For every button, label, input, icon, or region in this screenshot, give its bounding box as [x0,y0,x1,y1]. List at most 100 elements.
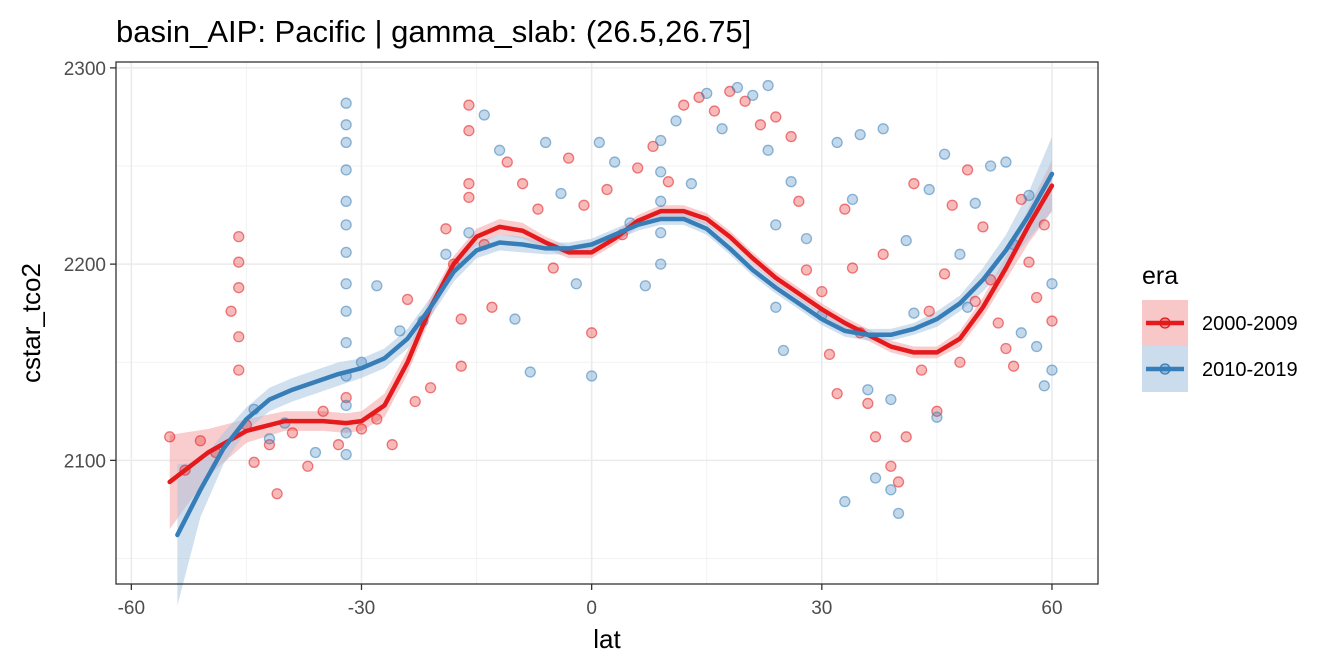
data-point-2010-2019 [1023,189,1035,202]
data-point-2000-2009 [463,99,475,111]
data-point-2000-2009 [632,162,644,174]
data-point-2000-2009 [263,439,276,451]
legend-title: era [1142,262,1178,290]
legend-label: 2010-2019 [1202,359,1298,381]
data-point-2000-2009 [923,305,935,317]
data-point-2010-2019 [908,307,920,319]
data-point-2000-2009 [355,423,368,435]
data-point-2010-2019 [1015,327,1027,339]
data-point-2010-2019 [340,246,352,259]
data-point-2010-2019 [463,227,475,239]
data-point-2010-2019 [1038,380,1050,392]
data-point-2010-2019 [900,234,912,247]
data-point-2010-2019 [1046,278,1058,290]
data-point-2010-2019 [655,195,667,207]
data-point-2000-2009 [409,395,421,408]
data-point-2010-2019 [862,384,874,396]
data-point-2000-2009 [1030,291,1043,304]
data-point-2000-2009 [846,262,859,274]
data-point-2010-2019 [524,366,536,378]
data-point-2000-2009 [463,125,475,137]
data-point-2010-2019 [716,123,728,135]
data-point-2000-2009 [678,99,690,111]
data-point-2010-2019 [846,193,859,206]
data-point-2000-2009 [164,431,176,443]
data-point-2000-2009 [501,156,513,168]
data-point-2010-2019 [984,160,997,172]
y-axis: 2100 2200 2300 [64,59,116,472]
data-point-2010-2019 [340,219,352,231]
data-point-2010-2019 [1000,156,1012,168]
data-point-2010-2019 [1046,364,1058,376]
data-point-2010-2019 [509,313,521,325]
data-point-2010-2019 [655,258,667,270]
legend: era 2000-2009 2010-2019 [1142,262,1298,392]
smooth-lines [167,171,1055,538]
data-point-2010-2019 [839,495,851,508]
data-point-2000-2009 [463,191,475,204]
data-point-2010-2019 [340,119,352,131]
data-point-2000-2009 [946,199,958,211]
data-point-2010-2019 [800,232,813,245]
data-point-2000-2009 [831,387,843,400]
data-point-2010-2019 [747,89,759,102]
data-point-2000-2009 [586,327,598,339]
data-point-2000-2009 [908,178,920,190]
y-tick-label: 2300 [64,59,106,80]
data-point-2000-2009 [1023,256,1035,268]
data-point-2000-2009 [992,317,1004,329]
data-point-2010-2019 [340,305,352,317]
x-tick-label: 60 [1041,598,1062,619]
data-point-2010-2019 [586,370,598,382]
data-point-2000-2009 [424,382,437,394]
data-point-2000-2009 [532,203,544,215]
data-point-2010-2019 [371,280,383,292]
data-point-2000-2009 [977,221,989,233]
data-point-2010-2019 [555,187,567,200]
data-point-2010-2019 [340,164,352,176]
data-point-2000-2009 [233,256,245,268]
data-point-2000-2009 [233,331,245,343]
data-point-2000-2009 [1007,360,1020,372]
data-point-2010-2019 [877,123,889,135]
data-point-2000-2009 [562,152,575,164]
data-point-2010-2019 [1030,340,1043,353]
data-point-2000-2009 [317,405,329,417]
data-point-2000-2009 [915,364,928,376]
data-point-2010-2019 [685,178,698,190]
smooth-line-2000-2009 [167,183,1055,485]
smooth-line-2010-2019 [175,171,1055,538]
data-point-2010-2019 [394,325,406,337]
data-point-2000-2009 [233,282,245,294]
data-point-2000-2009 [386,439,398,451]
data-point-2000-2009 [601,183,613,196]
data-point-2000-2009 [900,431,912,443]
data-point-2000-2009 [754,119,767,131]
data-point-2000-2009 [739,95,751,107]
x-tick-label: -30 [348,598,375,619]
data-point-2000-2009 [371,413,383,425]
data-point-2000-2009 [248,456,260,468]
data-point-2010-2019 [539,136,552,149]
data-point-2010-2019 [831,136,843,149]
x-tick-label: 0 [586,598,597,619]
data-point-2000-2009 [233,231,245,243]
data-point-2000-2009 [286,427,299,439]
data-point-2000-2009 [455,360,467,372]
data-point-2000-2009 [892,476,905,488]
data-point-2000-2009 [1038,219,1050,231]
data-point-2000-2009 [455,313,467,325]
data-point-2010-2019 [885,393,897,406]
data-point-2010-2019 [923,183,935,196]
data-point-2010-2019 [954,248,966,260]
data-point-2010-2019 [340,195,352,207]
data-point-2000-2009 [233,364,245,376]
data-point-2010-2019 [762,79,774,92]
data-point-2000-2009 [823,348,836,361]
data-point-2000-2009 [961,164,974,176]
data-point-2010-2019 [938,148,951,160]
data-point-2010-2019 [340,278,352,290]
data-point-2010-2019 [340,336,352,349]
data-point-2000-2009 [662,176,675,188]
